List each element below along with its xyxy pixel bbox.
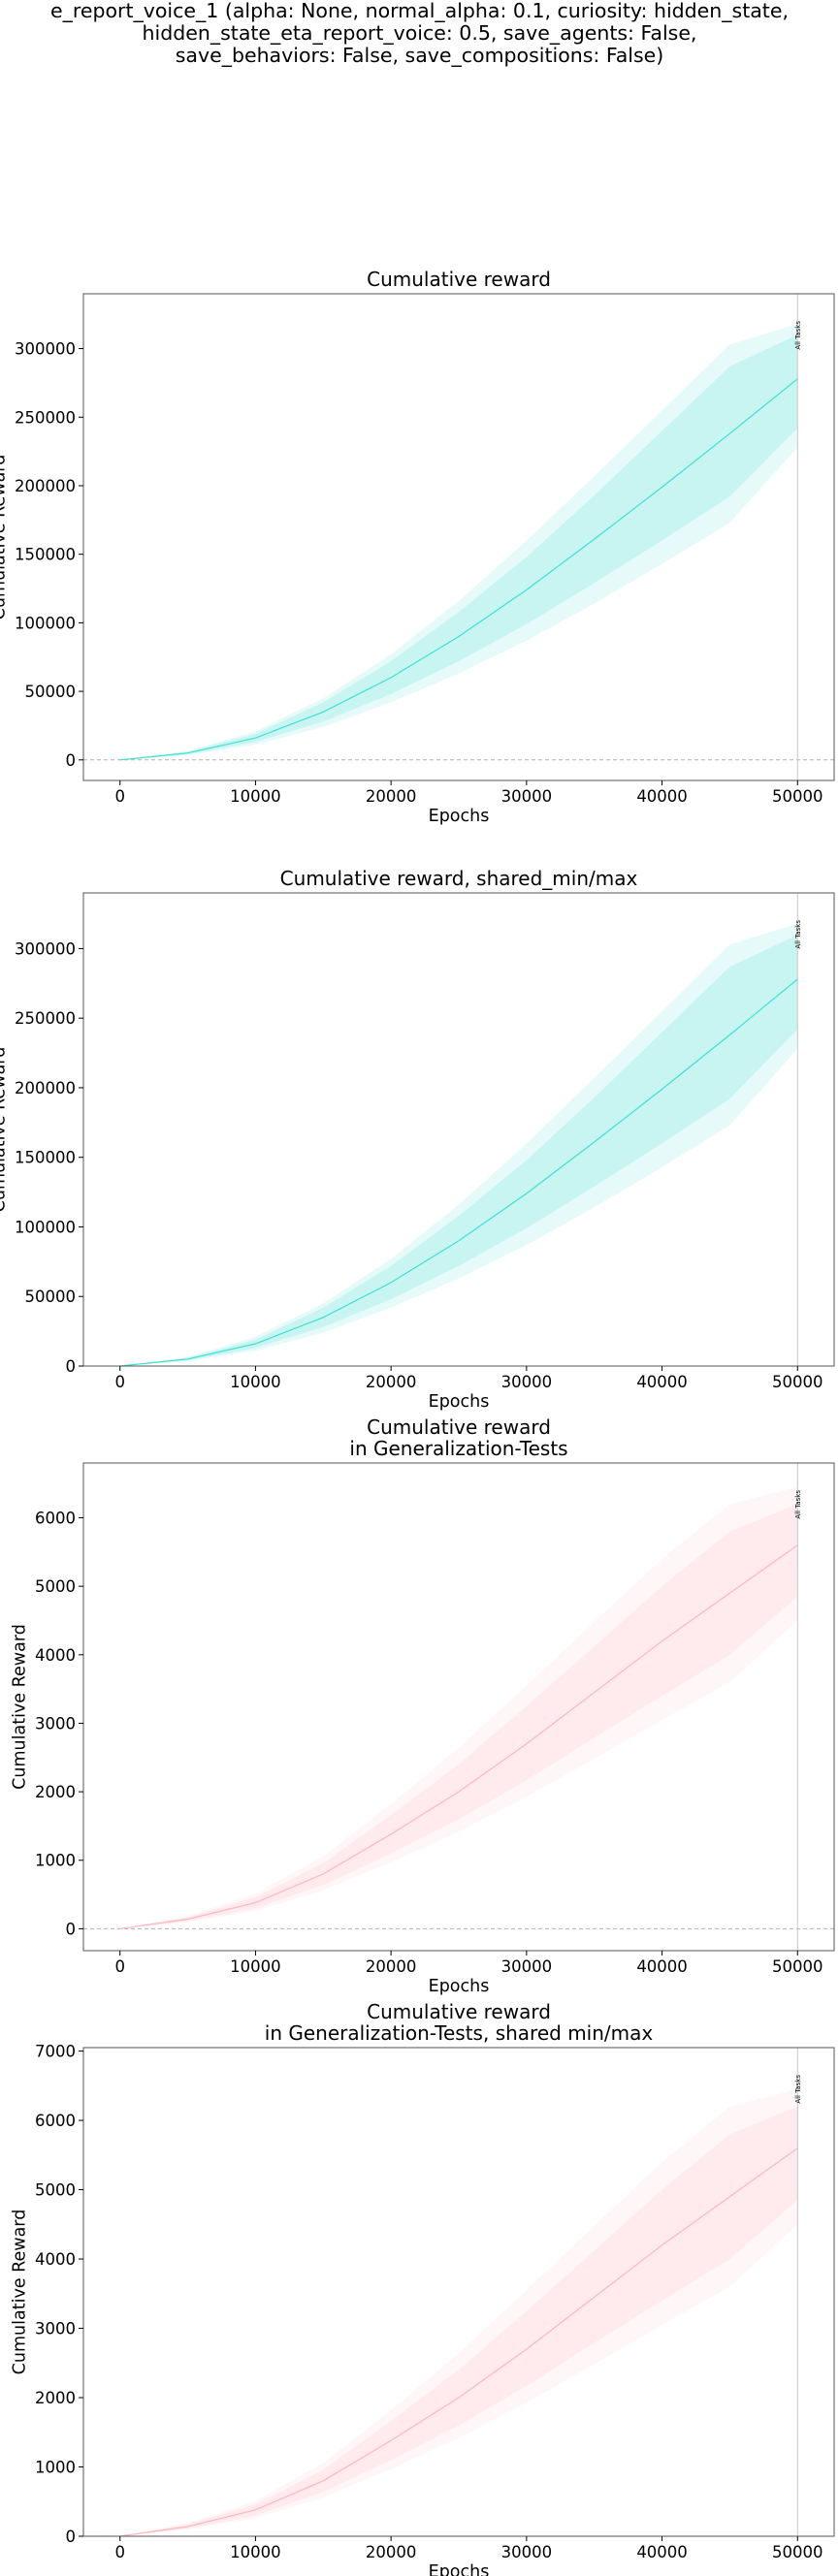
y-tick-label: 4000	[35, 2250, 76, 2269]
x-axis-label: Epochs	[429, 807, 490, 826]
axes-frame	[82, 2047, 835, 2537]
y-tick-label: 1000	[35, 2459, 76, 2477]
chart-3: All Tasks 0 10000 20000 30000 40000 50000 0 1000…	[11, 1415, 835, 1996]
x-tick-label: 50000	[772, 1373, 823, 1391]
std-band	[119, 935, 798, 1366]
axes-frame	[82, 892, 835, 1367]
y-tick-label: 2000	[35, 1783, 76, 1801]
x-tick-label: 10000	[230, 1373, 281, 1391]
x-tick-label: 0	[114, 2543, 125, 2561]
x-tick-label: 30000	[501, 1957, 553, 1976]
mean-line	[119, 2147, 798, 2537]
y-axis-label: Cumulative Reward	[11, 2210, 30, 2375]
x-tick-label: 10000	[230, 787, 281, 806]
y-tick-label: 0	[66, 1920, 77, 1938]
x-tick-label: 30000	[501, 1373, 553, 1391]
x-tick-label: 0	[114, 1373, 125, 1391]
x-tick-label: 40000	[636, 787, 688, 806]
y-tick-label: 250000	[15, 408, 76, 427]
y-axis-label: Cumulative Reward	[0, 455, 9, 620]
y-tick-label: 50000	[25, 683, 77, 701]
figure-title-line: save_behaviors: False, save_compositions…	[175, 44, 664, 67]
x-tick-label: 20000	[366, 1373, 417, 1391]
chart-4: All Tasks 0 10000 20000 30000 40000 50000 0 1000…	[11, 2000, 835, 2576]
y-tick-label: 6000	[35, 1510, 76, 1528]
vline-label: All Tasks	[794, 321, 802, 350]
x-tick-label: 10000	[230, 2543, 281, 2561]
vline-label: All Tasks	[794, 2075, 802, 2104]
x-tick-label: 30000	[501, 2543, 553, 2561]
figure-title-line: e_report_voice_1 (alpha: None, normal_al…	[50, 0, 789, 22]
x-tick-label: 30000	[501, 787, 553, 806]
y-tick-label: 50000	[25, 1288, 77, 1306]
chart-1: All Tasks 0 10000 20000 30000 40000 50000 0 5000…	[0, 268, 835, 826]
x-axis-label: Epochs	[429, 1392, 490, 1412]
x-tick-label: 40000	[636, 1373, 688, 1391]
figure-title: e_report_voice_1 (alpha: None, normal_al…	[0, 0, 839, 67]
std-band	[119, 334, 798, 760]
y-tick-label: 3000	[35, 2320, 76, 2338]
x-tick-label: 20000	[366, 1957, 417, 1976]
y-tick-label: 0	[66, 1357, 77, 1376]
y-axis-label: Cumulative Reward	[11, 1624, 30, 1790]
x-tick-label: 50000	[772, 787, 823, 806]
vline-label: All Tasks	[794, 1490, 802, 1519]
y-tick-label: 250000	[15, 1009, 76, 1028]
axes-frame	[82, 293, 835, 781]
y-tick-label: 300000	[15, 340, 76, 359]
chart-title-line: Cumulative reward	[367, 1415, 551, 1439]
y-tick-label: 200000	[15, 477, 76, 495]
y-tick-label: 100000	[15, 614, 76, 632]
y-tick-label: 7000	[35, 2043, 76, 2061]
mean-line	[119, 978, 798, 1367]
x-tick-label: 40000	[636, 2543, 688, 2561]
y-tick-label: 1000	[35, 1852, 76, 1870]
x-tick-label: 10000	[230, 1957, 281, 1976]
y-tick-label: 0	[66, 2528, 77, 2546]
x-tick-label: 40000	[636, 1957, 688, 1976]
axes-frame	[82, 1462, 835, 1952]
mean-line	[119, 378, 798, 761]
y-tick-label: 2000	[35, 2389, 76, 2407]
minmax-band	[119, 324, 798, 760]
x-tick-label: 20000	[366, 2543, 417, 2561]
y-tick-label: 100000	[15, 1218, 76, 1236]
mean-line	[119, 1544, 798, 1929]
y-tick-label: 3000	[35, 1714, 76, 1733]
y-tick-label: 0	[66, 751, 77, 770]
vline-label: All Tasks	[794, 920, 802, 949]
x-tick-label: 50000	[772, 2543, 823, 2561]
chart-title-line: Cumulative reward, shared_min/max	[280, 867, 638, 890]
x-tick-label: 0	[114, 1957, 125, 1976]
y-tick-label: 6000	[35, 2112, 76, 2130]
y-tick-label: 150000	[15, 1149, 76, 1167]
x-tick-label: 0	[114, 787, 125, 806]
std-band	[119, 2106, 798, 2536]
minmax-band	[119, 1486, 798, 1929]
minmax-band	[119, 2088, 798, 2536]
x-tick-label: 20000	[366, 787, 417, 806]
y-tick-label: 200000	[15, 1079, 76, 1097]
chart-2: All Tasks 0 10000 20000 30000 40000 50000 0 5000…	[0, 867, 835, 1412]
chart-title-line: in Generalization-Tests	[349, 1437, 567, 1460]
x-axis-label: Epochs	[429, 2562, 490, 2576]
y-tick-label: 5000	[35, 1577, 76, 1596]
chart-title-line: Cumulative reward	[367, 2000, 551, 2023]
y-tick-label: 150000	[15, 546, 76, 564]
minmax-band	[119, 923, 798, 1366]
y-tick-label: 300000	[15, 939, 76, 958]
figure-title-line: hidden_state_eta_report_voice: 0.5, save…	[142, 21, 697, 45]
chart-title-line: in Generalization-Tests, shared min/max	[265, 2021, 654, 2045]
y-axis-label: Cumulative Reward	[0, 1047, 9, 1213]
std-band	[119, 1504, 798, 1929]
x-axis-label: Epochs	[429, 1977, 490, 1996]
y-tick-label: 5000	[35, 2181, 76, 2200]
chart-title-line: Cumulative reward	[367, 268, 551, 291]
x-tick-label: 50000	[772, 1957, 823, 1976]
y-tick-label: 4000	[35, 1646, 76, 1665]
